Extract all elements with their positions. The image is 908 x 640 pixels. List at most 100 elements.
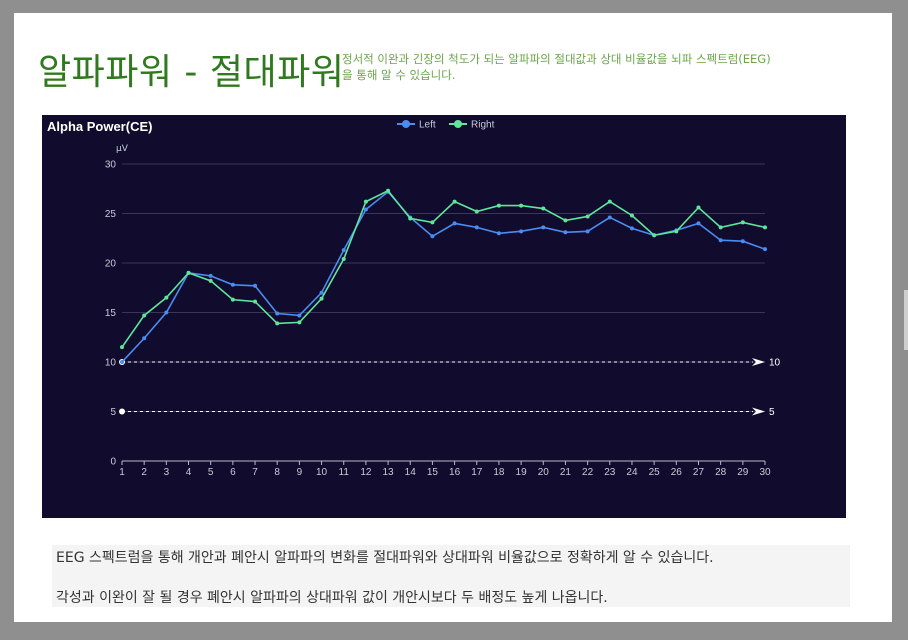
series-line-left [121,190,766,363]
page-subtitle: 정서적 이완과 긴장의 척도가 되는 알파파의 절대값과 상대 비율값을 뇌파 … [342,52,771,82]
legend-label-right: Right [471,120,495,131]
page-sheet: 알파파워 - 절대파워 정서적 이완과 긴장의 척도가 되는 알파파의 절대값과… [14,13,892,622]
data-point-right [474,209,479,214]
data-point-right [718,225,723,230]
data-point-left [341,248,346,253]
data-point-left [164,310,169,315]
x-tick-label: 6 [230,467,236,478]
page-title: 알파파워 - 절대파워 [38,52,345,93]
data-point-left [519,229,524,234]
x-tick-label: 29 [737,467,749,478]
x-tick-label: 9 [297,467,303,478]
data-point-left [120,360,124,364]
x-tick-label: 2 [141,467,147,478]
data-point-left [563,230,568,235]
x-tick-label: 21 [560,467,572,478]
data-point-left [541,225,546,230]
data-point-right [519,203,524,208]
data-point-right [408,216,413,221]
x-tick-label: 17 [471,467,483,478]
y-tick-label: 0 [110,457,116,468]
data-point-right [120,345,124,350]
legend-marker-left [402,120,410,128]
data-point-left [230,282,235,287]
x-tick-label: 19 [516,467,528,478]
alpha-power-chart: Alpha Power(CE) Left Right μV 0 5 10 15 20 25 30 1 2… [42,115,846,518]
data-point-right [541,206,546,211]
description-box: EEG 스펙트럼을 통해 개안과 폐안시 알파파의 변화를 절대파워와 상대파워… [52,545,850,607]
x-tick-label: 3 [164,467,170,478]
y-tick-label: 5 [110,407,116,418]
y-axis-unit: μV [116,144,129,154]
x-tick-label: 20 [538,467,550,478]
data-point-right [253,299,258,304]
scrollbar[interactable] [904,290,908,350]
x-tick-label: 5 [208,467,214,478]
y-tick-label: 30 [105,160,117,171]
data-point-left [763,247,767,252]
data-point-right [275,321,280,326]
data-point-right [341,257,346,262]
series-line-right [121,189,766,348]
x-tick-label: 24 [626,467,638,478]
x-tick-label: 25 [649,467,661,478]
data-point-right [585,214,590,219]
data-point-right [230,297,235,302]
data-point-left [253,283,258,288]
data-point-right [652,233,657,238]
x-tick-label: 14 [405,467,417,478]
data-point-right [740,220,745,225]
data-point-right [674,229,679,234]
x-tick-label: 1 [119,467,125,478]
data-point-right [164,295,169,300]
data-point-right [142,313,147,318]
data-point-right [563,218,568,223]
data-point-left [363,207,368,212]
data-point-right [297,320,302,325]
data-point-left [629,226,634,231]
data-point-left [696,221,701,226]
data-point-left [740,239,745,244]
reference-label-5: 5 [769,407,775,418]
x-tick-label: 4 [186,467,192,478]
reference-arrow-10 [752,358,765,366]
legend-marker-right [454,120,462,128]
x-tick-label: 22 [582,467,594,478]
data-point-right [452,199,457,204]
data-point-left [208,273,213,278]
data-point-right [607,199,612,204]
y-tick-label: 10 [105,358,117,369]
data-point-right [386,188,391,193]
x-tick-label: 13 [383,467,395,478]
x-tick-label: 12 [360,467,372,478]
y-tick-label: 25 [105,209,117,220]
reference-label-10: 10 [769,358,781,369]
data-point-left [718,238,723,243]
reference-arrow-5 [752,407,765,416]
data-point-right [496,203,501,208]
data-point-left [142,336,147,341]
x-tick-label: 18 [493,467,505,478]
x-tick-label: 11 [339,467,350,478]
x-tick-label: 30 [759,467,771,478]
x-tick-label: 16 [449,467,461,478]
data-point-left [585,229,590,234]
data-point-right [363,199,368,204]
x-tick-label: 15 [427,467,439,478]
data-point-right [208,278,213,283]
data-point-left [430,234,435,239]
data-point-right [629,213,634,218]
y-tick-label: 20 [105,259,117,270]
data-point-right [186,270,191,275]
x-tick-label: 10 [316,467,328,478]
data-point-right [696,205,701,210]
data-point-left [496,231,501,236]
data-point-left [297,313,302,318]
data-point-right [319,296,324,301]
x-tick-label: 7 [252,467,258,478]
data-point-left [319,290,324,295]
x-tick-label: 28 [715,467,727,478]
chart-title: Alpha Power(CE) [47,119,152,134]
data-point-left [275,311,280,316]
